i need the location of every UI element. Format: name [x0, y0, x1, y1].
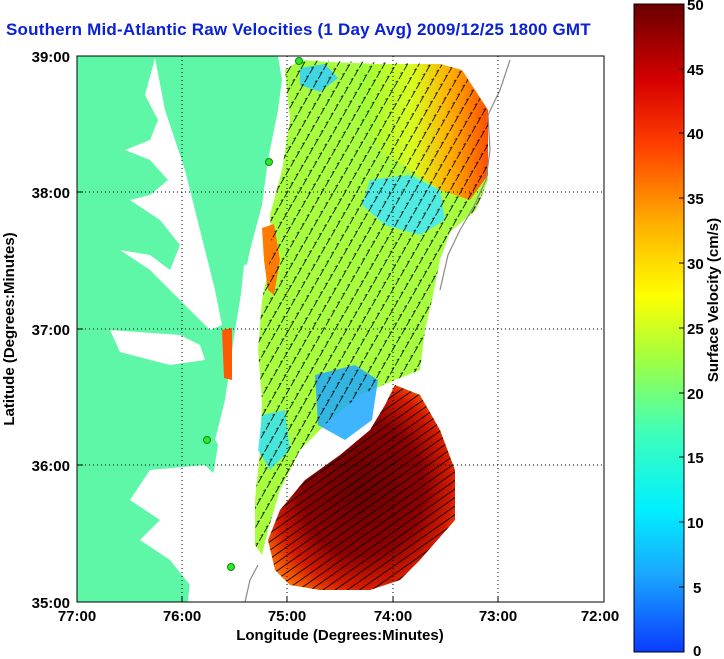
pamlico-sound	[130, 465, 222, 585]
estuary-south	[110, 330, 205, 365]
y-tick-label: 36:00	[32, 458, 70, 475]
colorbar-ticks	[679, 3, 684, 588]
station-marker[interactable]	[203, 436, 211, 444]
colorbar-tick-label: 10	[687, 515, 704, 532]
colorbar-tick-label: 0	[693, 643, 701, 659]
grid-lines	[77, 56, 604, 602]
colorbar-tick-label: 30	[687, 256, 704, 273]
y-tick-label: 37:00	[32, 322, 70, 339]
x-tick-label: 75:00	[268, 608, 306, 625]
land-mass	[77, 56, 282, 602]
station-marker[interactable]	[295, 57, 303, 65]
x-tick-label: 72:00	[581, 608, 619, 625]
x-tick-label: 73:00	[479, 608, 517, 625]
map-title: Southern Mid-Atlantic Raw Velocities (1 …	[6, 20, 591, 39]
coastline-contour	[439, 59, 511, 291]
colorbar-tick-label: 25	[687, 321, 704, 338]
station-marker[interactable]	[227, 563, 235, 571]
vector-arrows	[255, 60, 488, 555]
colorbar-tick-label: 5	[693, 580, 701, 597]
tick-marks	[77, 191, 499, 602]
colorbar-tick-label: 45	[687, 62, 704, 79]
x-axis-label: Longitude (Degrees:Minutes)	[236, 627, 444, 644]
colorbar-tick-label: 15	[687, 450, 704, 467]
y-tick-label: 39:00	[32, 49, 70, 66]
colorbar-tick-label: 35	[687, 191, 704, 208]
colorbar-label: Surface Velocity (cm/s)	[705, 218, 722, 382]
colorbar-tick-label: 20	[687, 386, 704, 403]
coastline-contour-south	[244, 564, 259, 602]
coastal-fringe	[215, 262, 262, 450]
colorbar-tick-label: 50	[687, 0, 704, 14]
coastal-jet-small	[222, 328, 232, 380]
x-tick-label: 76:00	[163, 608, 201, 625]
y-tick-label: 35:00	[32, 595, 70, 612]
station-marker[interactable]	[265, 158, 273, 166]
y-tick-label: 38:00	[32, 185, 70, 202]
colorbar	[633, 3, 685, 653]
x-tick-label: 74:00	[374, 608, 412, 625]
x-tick-label: 77:00	[58, 608, 96, 625]
chesapeake-bay	[120, 58, 222, 330]
y-axis-label: Latitude (Degrees:Minutes)	[1, 232, 18, 425]
colorbar-tick-label: 40	[687, 126, 704, 143]
vector-arrows-dense	[268, 385, 455, 590]
